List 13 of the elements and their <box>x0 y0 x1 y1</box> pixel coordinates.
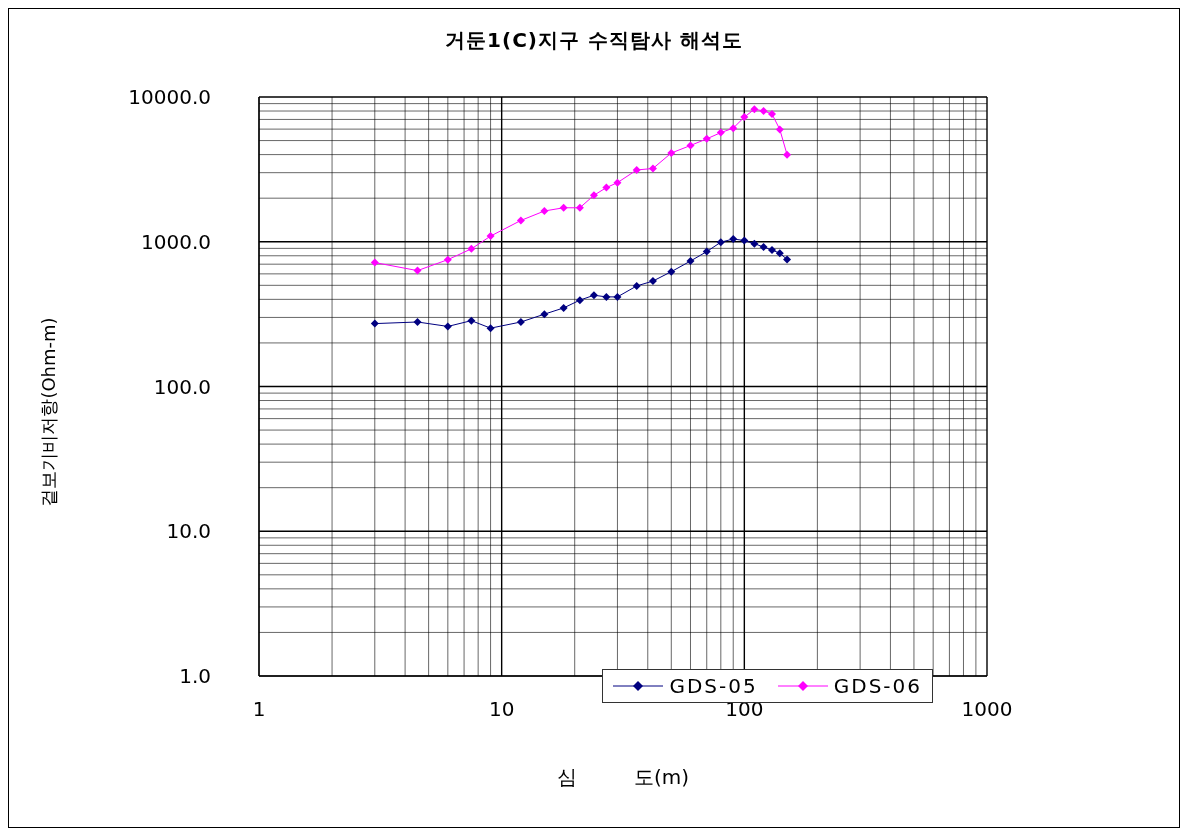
y-axis-title: 겉보기비저항(Ohm-m) <box>37 316 60 507</box>
y-tick-label: 1000.0 <box>141 229 211 254</box>
y-tick-label: 1.0 <box>179 664 211 689</box>
chart-title: 거둔1(C)지구 수직탐사 해석도 <box>444 27 744 54</box>
y-tick-label: 10000.0 <box>128 85 211 110</box>
y-tick-label: 10.0 <box>166 519 211 544</box>
x-tick-label: 1 <box>252 697 266 722</box>
x-tick-label: 10 <box>488 697 515 722</box>
y-tick-label: 100.0 <box>153 374 211 399</box>
x-axis-title: 심 도(m) <box>555 764 691 791</box>
x-tick-label: 1000 <box>961 697 1013 722</box>
legend-label: GDS-05 <box>669 674 758 698</box>
legend-label: GDS-06 <box>833 674 922 698</box>
